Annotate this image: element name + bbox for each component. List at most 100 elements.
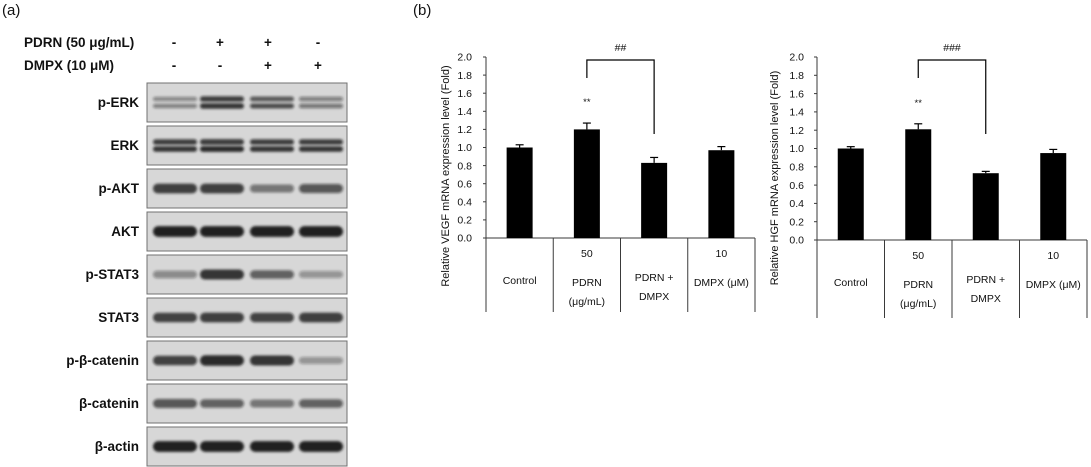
- y-tick-label: 0.2: [457, 215, 472, 227]
- treatment-sign: -: [172, 58, 177, 73]
- treatment-sign: +: [314, 58, 322, 73]
- blot-band: [200, 269, 244, 280]
- category-dose-label: 10: [716, 248, 728, 260]
- blot-band: [153, 103, 197, 109]
- blot-band: [200, 441, 244, 452]
- panel-a-label: (a): [2, 2, 20, 19]
- category-label: (μg/mL): [900, 298, 936, 310]
- blot-band: [153, 146, 197, 152]
- blot-band: [250, 139, 294, 145]
- category-label: PDRN: [572, 277, 602, 289]
- blot-band: [299, 139, 343, 145]
- bar: [708, 150, 735, 238]
- y-tick-label: 0.4: [789, 198, 804, 210]
- y-tick-label: 1.4: [457, 106, 472, 118]
- category-label: PDRN +: [966, 274, 1005, 286]
- blot-label: p-STAT3: [86, 267, 140, 282]
- comparison-marker: ###: [943, 42, 961, 54]
- blot-row: AKT: [111, 211, 348, 252]
- y-tick-label: 0.6: [789, 180, 804, 192]
- blot-row: p-STAT3: [86, 254, 348, 295]
- blot-band: [250, 399, 294, 408]
- y-tick-label: 1.0: [457, 142, 472, 154]
- bar: [641, 162, 668, 238]
- panel-b: (b) Relative VEGF mRNA expression level …: [413, 2, 1088, 318]
- blot-band: [299, 96, 343, 102]
- blot-band: [200, 312, 244, 323]
- y-tick-label: 1.2: [457, 124, 472, 136]
- blot-band: [250, 312, 294, 323]
- blot-band: [153, 96, 197, 102]
- category-label: PDRN +: [635, 272, 674, 284]
- y-tick-label: 2.0: [789, 52, 804, 64]
- y-tick-label: 0.8: [789, 162, 804, 174]
- treatment-sign: -: [218, 58, 223, 73]
- category-label: DMPX (μM): [694, 277, 749, 289]
- y-tick-label: 0.6: [457, 178, 472, 190]
- blot-band: [200, 355, 244, 366]
- blot-label: p-β-catenin: [66, 353, 139, 368]
- blot-label: p-ERK: [98, 95, 139, 110]
- blot-band: [299, 356, 343, 365]
- western-blot-panel: p-ERK ERK p-AKT AKT p-STAT3 STAT3 p-β-catenin β…: [66, 82, 348, 467]
- treatment-label: DMPX (10 μM): [24, 58, 114, 73]
- blot-label: STAT3: [98, 310, 139, 325]
- treatment-sign: -: [172, 35, 177, 50]
- y-tick-label: 1.8: [457, 70, 472, 82]
- category-dose-label: 50: [912, 250, 924, 262]
- blot-band: [250, 226, 294, 237]
- blot-band: [200, 146, 244, 152]
- treatment-sign: +: [264, 58, 272, 73]
- blot-membrane: [146, 125, 348, 166]
- blot-label: β-actin: [95, 439, 139, 454]
- y-tick-label: 0.8: [457, 160, 472, 172]
- category-label: (μg/mL): [569, 296, 605, 308]
- blot-row: β-actin: [95, 426, 348, 467]
- blot-band: [153, 399, 197, 408]
- y-tick-label: 0.0: [789, 235, 804, 247]
- blot-band: [200, 399, 244, 408]
- blot-band: [200, 139, 244, 145]
- treatment-sign: +: [216, 35, 224, 50]
- category-label: Control: [503, 275, 537, 287]
- y-tick-label: 2.0: [457, 52, 472, 64]
- blot-band: [153, 270, 197, 279]
- blot-band: [153, 183, 197, 194]
- treatment-table: PDRN (50 μg/mL) - + + - DMPX (10 μM) - - + +: [24, 35, 322, 73]
- blot-band: [200, 183, 244, 194]
- blot-label: AKT: [111, 224, 139, 239]
- bar: [837, 148, 864, 240]
- y-axis-label: Relative VEGF mRNA expression level (Fol…: [440, 65, 452, 286]
- blot-row: p-AKT: [99, 168, 348, 209]
- blot-row: STAT3: [98, 297, 348, 338]
- treatment-sign: -: [316, 35, 321, 50]
- blot-band: [299, 146, 343, 152]
- blot-band: [299, 103, 343, 109]
- category-dose-label: 50: [581, 248, 593, 260]
- blot-row: ERK: [110, 125, 348, 166]
- y-axis-label: Relative HGF mRNA expression level (Fold…: [769, 71, 781, 286]
- blot-band: [153, 226, 197, 237]
- blot-band: [153, 441, 197, 452]
- comparison-bracket: [917, 59, 987, 134]
- panel-a: (a) PDRN (50 μg/mL) - + + -DMPX (10 μM) - - + + …: [2, 2, 348, 467]
- blot-band: [250, 270, 294, 279]
- category-label: Control: [834, 277, 868, 289]
- blot-band: [299, 184, 343, 193]
- blot-band: [153, 139, 197, 145]
- treatment-label: PDRN (50 μg/mL): [24, 35, 134, 50]
- blot-row: p-β-catenin: [66, 340, 348, 381]
- blot-band: [299, 399, 343, 408]
- y-tick-label: 0.2: [789, 216, 804, 228]
- bar: [905, 129, 932, 240]
- comparison-marker: ##: [615, 42, 627, 54]
- blot-band: [153, 312, 197, 323]
- blot-label: β-catenin: [79, 396, 139, 411]
- y-tick-label: 1.4: [789, 107, 804, 119]
- y-tick-label: 0.0: [457, 233, 472, 245]
- blot-band: [250, 103, 294, 109]
- blot-band: [153, 355, 197, 366]
- blot-band: [250, 184, 294, 193]
- category-label: DMPX (μM): [1026, 279, 1081, 291]
